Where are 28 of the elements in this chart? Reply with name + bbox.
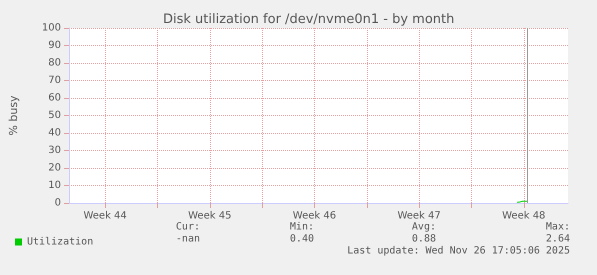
y-tick-label: 50	[48, 110, 61, 121]
x-tick-label: Week 46	[292, 210, 336, 222]
y-tick-label: 90	[48, 40, 61, 51]
y-tick-label: 20	[48, 162, 61, 174]
text: Avg:	[412, 222, 436, 232]
text: 0.40	[290, 234, 314, 244]
y-tick-label: 100	[42, 22, 61, 34]
x-tick-label: Week 44	[83, 210, 127, 222]
y-tick-label: 80	[48, 58, 61, 68]
x-tick-label: Week 47	[397, 210, 441, 222]
y-tick-label: 40	[48, 128, 61, 138]
text: Cur:	[176, 222, 200, 232]
text: Min:	[290, 222, 314, 232]
legend-label: Utilization	[27, 236, 94, 248]
x-tick-label: Week 45	[188, 210, 232, 222]
text: Max:	[546, 222, 570, 232]
y-tick-label: 0	[54, 198, 61, 208]
y-tick-label: 60	[48, 92, 61, 104]
y-tick-label: 10	[48, 180, 61, 191]
x-tick-label: Week 48	[502, 210, 546, 222]
y-axis-title: % busy	[7, 94, 20, 136]
text: 2.64	[546, 234, 570, 244]
chart-title: Disk utilization for /dev/nvme0n1 - by month	[163, 12, 454, 27]
text: -nan	[176, 234, 200, 244]
y-tick-label: 30	[48, 145, 61, 156]
text: Last update: Wed Nov 26 17:05:06 2025	[347, 246, 570, 256]
text: 0.88	[412, 234, 436, 244]
y-tick-label: 70	[48, 75, 61, 86]
